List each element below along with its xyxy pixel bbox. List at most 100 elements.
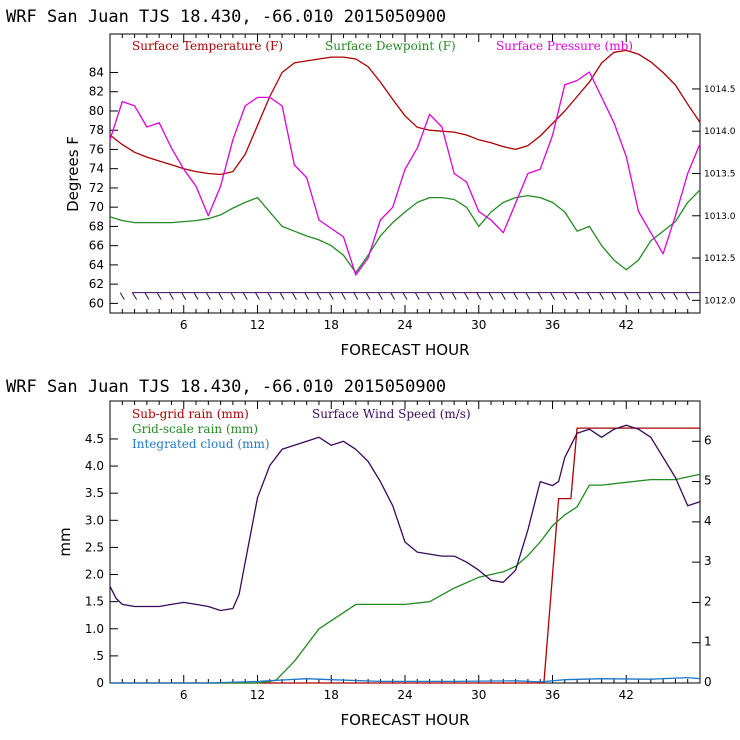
y-tick-label: 1.5: [85, 595, 104, 609]
x-tick-label: 24: [397, 688, 412, 702]
wind-barb: [169, 292, 174, 300]
y2-tick-label: 1014.0: [704, 127, 736, 137]
y-tick-label: 82: [89, 85, 104, 99]
x-tick-label: 30: [471, 318, 486, 332]
top-x-axis-label: FORECAST HOUR: [340, 341, 469, 359]
y2-tick-label: 0: [704, 675, 712, 689]
wind-barb: [648, 292, 654, 300]
top-plot-frame: [109, 33, 701, 314]
y2-tick-label: 1014.5: [704, 85, 736, 95]
surface-wind-speed-line: [109, 424, 701, 612]
wind-barb: [636, 292, 641, 300]
y-tick-label: 84: [89, 65, 104, 79]
wind-barb: [672, 292, 678, 300]
top-left-y-ticks: 60 62 64 66 68 70 72 74 76 78 80 82 84: [89, 65, 118, 310]
y-tick-label: 3.0: [85, 513, 104, 527]
legend-grid-scale-rain: Grid-scale rain (mm): [132, 422, 258, 436]
y2-tick-label: 5: [704, 474, 712, 488]
legend-sub-grid-rain: Sub-grid rain (mm): [132, 407, 249, 421]
wind-barb: [255, 292, 260, 300]
wind-barb: [513, 292, 519, 300]
wind-barb: [377, 292, 383, 300]
wind-barb: [451, 292, 457, 300]
wind-barb: [537, 292, 543, 300]
wind-barb: [132, 292, 138, 300]
y-tick-label: 3.5: [85, 486, 104, 500]
wind-barb: [586, 292, 592, 300]
legend-integrated-cloud: Integrated cloud (mm): [132, 437, 270, 451]
legend-surface-pressure: Surface Pressure (mb): [496, 39, 633, 53]
wind-barb: [414, 292, 420, 300]
x-tick-label: 18: [324, 688, 339, 702]
wind-barb: [230, 292, 236, 300]
wind-barb: [279, 292, 285, 300]
y-tick-label: 64: [89, 258, 104, 272]
surface-pressure-line: [109, 71, 701, 276]
y2-tick-label: 1013.0: [704, 212, 736, 222]
surface-dewpoint-line: [109, 189, 701, 274]
y-tick-label: 80: [89, 104, 104, 118]
wind-barb: [181, 292, 187, 300]
y-tick-label: 74: [89, 162, 104, 176]
bottom-right-y-ticks: 0 1 2 3 4 5 6: [692, 433, 712, 689]
y-tick-label: 2.5: [85, 540, 104, 554]
wind-barb: [316, 292, 322, 300]
wind-barb: [427, 292, 433, 300]
wind-barb: [267, 292, 273, 300]
y-tick-label: 68: [89, 219, 104, 233]
wind-barb: [365, 292, 371, 300]
wind-barb: [562, 292, 568, 300]
wind-barb: [205, 292, 211, 300]
bottom-y-axis-label: mm: [56, 527, 74, 556]
top-y-axis-label: Degrees F: [64, 136, 82, 212]
wind-barb: [525, 292, 531, 300]
wind-barbs: [119, 292, 700, 300]
y-tick-label: .5: [93, 649, 104, 663]
wind-barb: [599, 292, 605, 300]
wind-barb: [353, 292, 359, 300]
surface-temperature-line: [109, 49, 701, 176]
y2-tick-label: 3: [704, 554, 712, 568]
y-tick-label: 76: [89, 142, 104, 156]
y2-tick-label: 1012.0: [704, 296, 736, 306]
temperature-chart: WRF San Juan TJS 18.430, -66.010 2015050…: [6, 7, 736, 359]
wind-barb: [623, 292, 629, 300]
wind-barb: [550, 292, 555, 300]
y-tick-label: 78: [89, 123, 104, 137]
wind-barb: [500, 292, 506, 300]
x-tick-label: 24: [397, 318, 412, 332]
wind-barb: [242, 292, 248, 300]
integrated-cloud-line: [110, 676, 701, 684]
x-tick-label: 42: [619, 318, 634, 332]
wind-barb: [660, 292, 666, 300]
y2-tick-label: 4: [704, 514, 712, 528]
y-tick-label: 4.5: [85, 432, 104, 446]
y-tick-label: 1.0: [85, 622, 104, 636]
y-tick-label: 4.0: [85, 459, 104, 473]
wind-barb: [144, 292, 150, 300]
y-tick-label: 66: [89, 239, 104, 253]
wind-barb: [328, 292, 334, 300]
sub-grid-rain-line: [110, 427, 700, 684]
x-tick-label: 6: [180, 688, 188, 702]
x-tick-label: 6: [180, 318, 188, 332]
wind-barb: [291, 292, 297, 300]
x-tick-label: 30: [471, 688, 486, 702]
wind-barb: [476, 292, 482, 300]
bottom-chart-title: WRF San Juan TJS 18.430, -66.010 2015050…: [6, 377, 446, 397]
bottom-x-axis-label: FORECAST HOUR: [340, 711, 469, 729]
wind-barb: [341, 292, 346, 300]
precipitation-chart: WRF San Juan TJS 18.430, -66.010 2015050…: [6, 377, 712, 729]
top-series: [109, 49, 701, 276]
wind-barb: [390, 292, 396, 300]
y2-tick-label: 6: [704, 433, 712, 447]
top-x-ticks: 6 12 18 24 30 36 42: [121, 34, 689, 332]
wind-barb: [685, 292, 691, 300]
wind-barb: [464, 292, 469, 300]
x-tick-label: 36: [545, 688, 560, 702]
wind-barb: [402, 292, 408, 300]
top-chart-title: WRF San Juan TJS 18.430, -66.010 2015050…: [6, 7, 446, 27]
top-right-y-ticks: 1012.0 1012.5 1013.0 1013.5 1014.0 1014.5: [692, 85, 736, 306]
wind-barb: [439, 292, 445, 300]
